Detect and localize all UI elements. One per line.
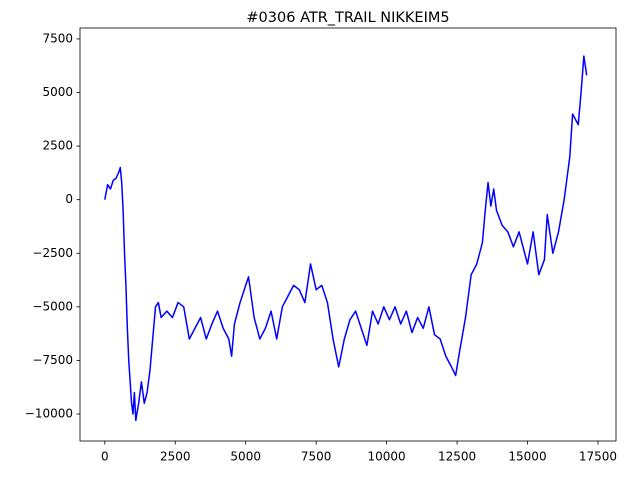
x-tick-label: 2500 — [160, 450, 191, 464]
data-line — [104, 55, 588, 422]
axes-frame — [79, 27, 617, 442]
y-tick-label: −10000 — [25, 406, 73, 420]
y-tick-label: −5000 — [32, 299, 73, 313]
x-tick-label: 12500 — [438, 450, 476, 464]
y-tick-label: −2500 — [32, 246, 73, 260]
y-tick-label: 2500 — [42, 139, 73, 153]
x-tick-label: 17500 — [579, 450, 617, 464]
x-tick-label: 7500 — [301, 450, 332, 464]
y-tick-label: −7500 — [32, 353, 73, 367]
x-tick-label: 15000 — [508, 450, 546, 464]
y-tick-label: 7500 — [42, 31, 73, 45]
x-tick-label: 10000 — [368, 450, 406, 464]
x-tick-label: 0 — [101, 450, 109, 464]
x-tick-label: 5000 — [230, 450, 261, 464]
chart-title: #0306 ATR_TRAIL NIKKEIM5 — [246, 10, 449, 26]
y-tick-label: 5000 — [42, 85, 73, 99]
y-tick-label: 0 — [65, 192, 73, 206]
